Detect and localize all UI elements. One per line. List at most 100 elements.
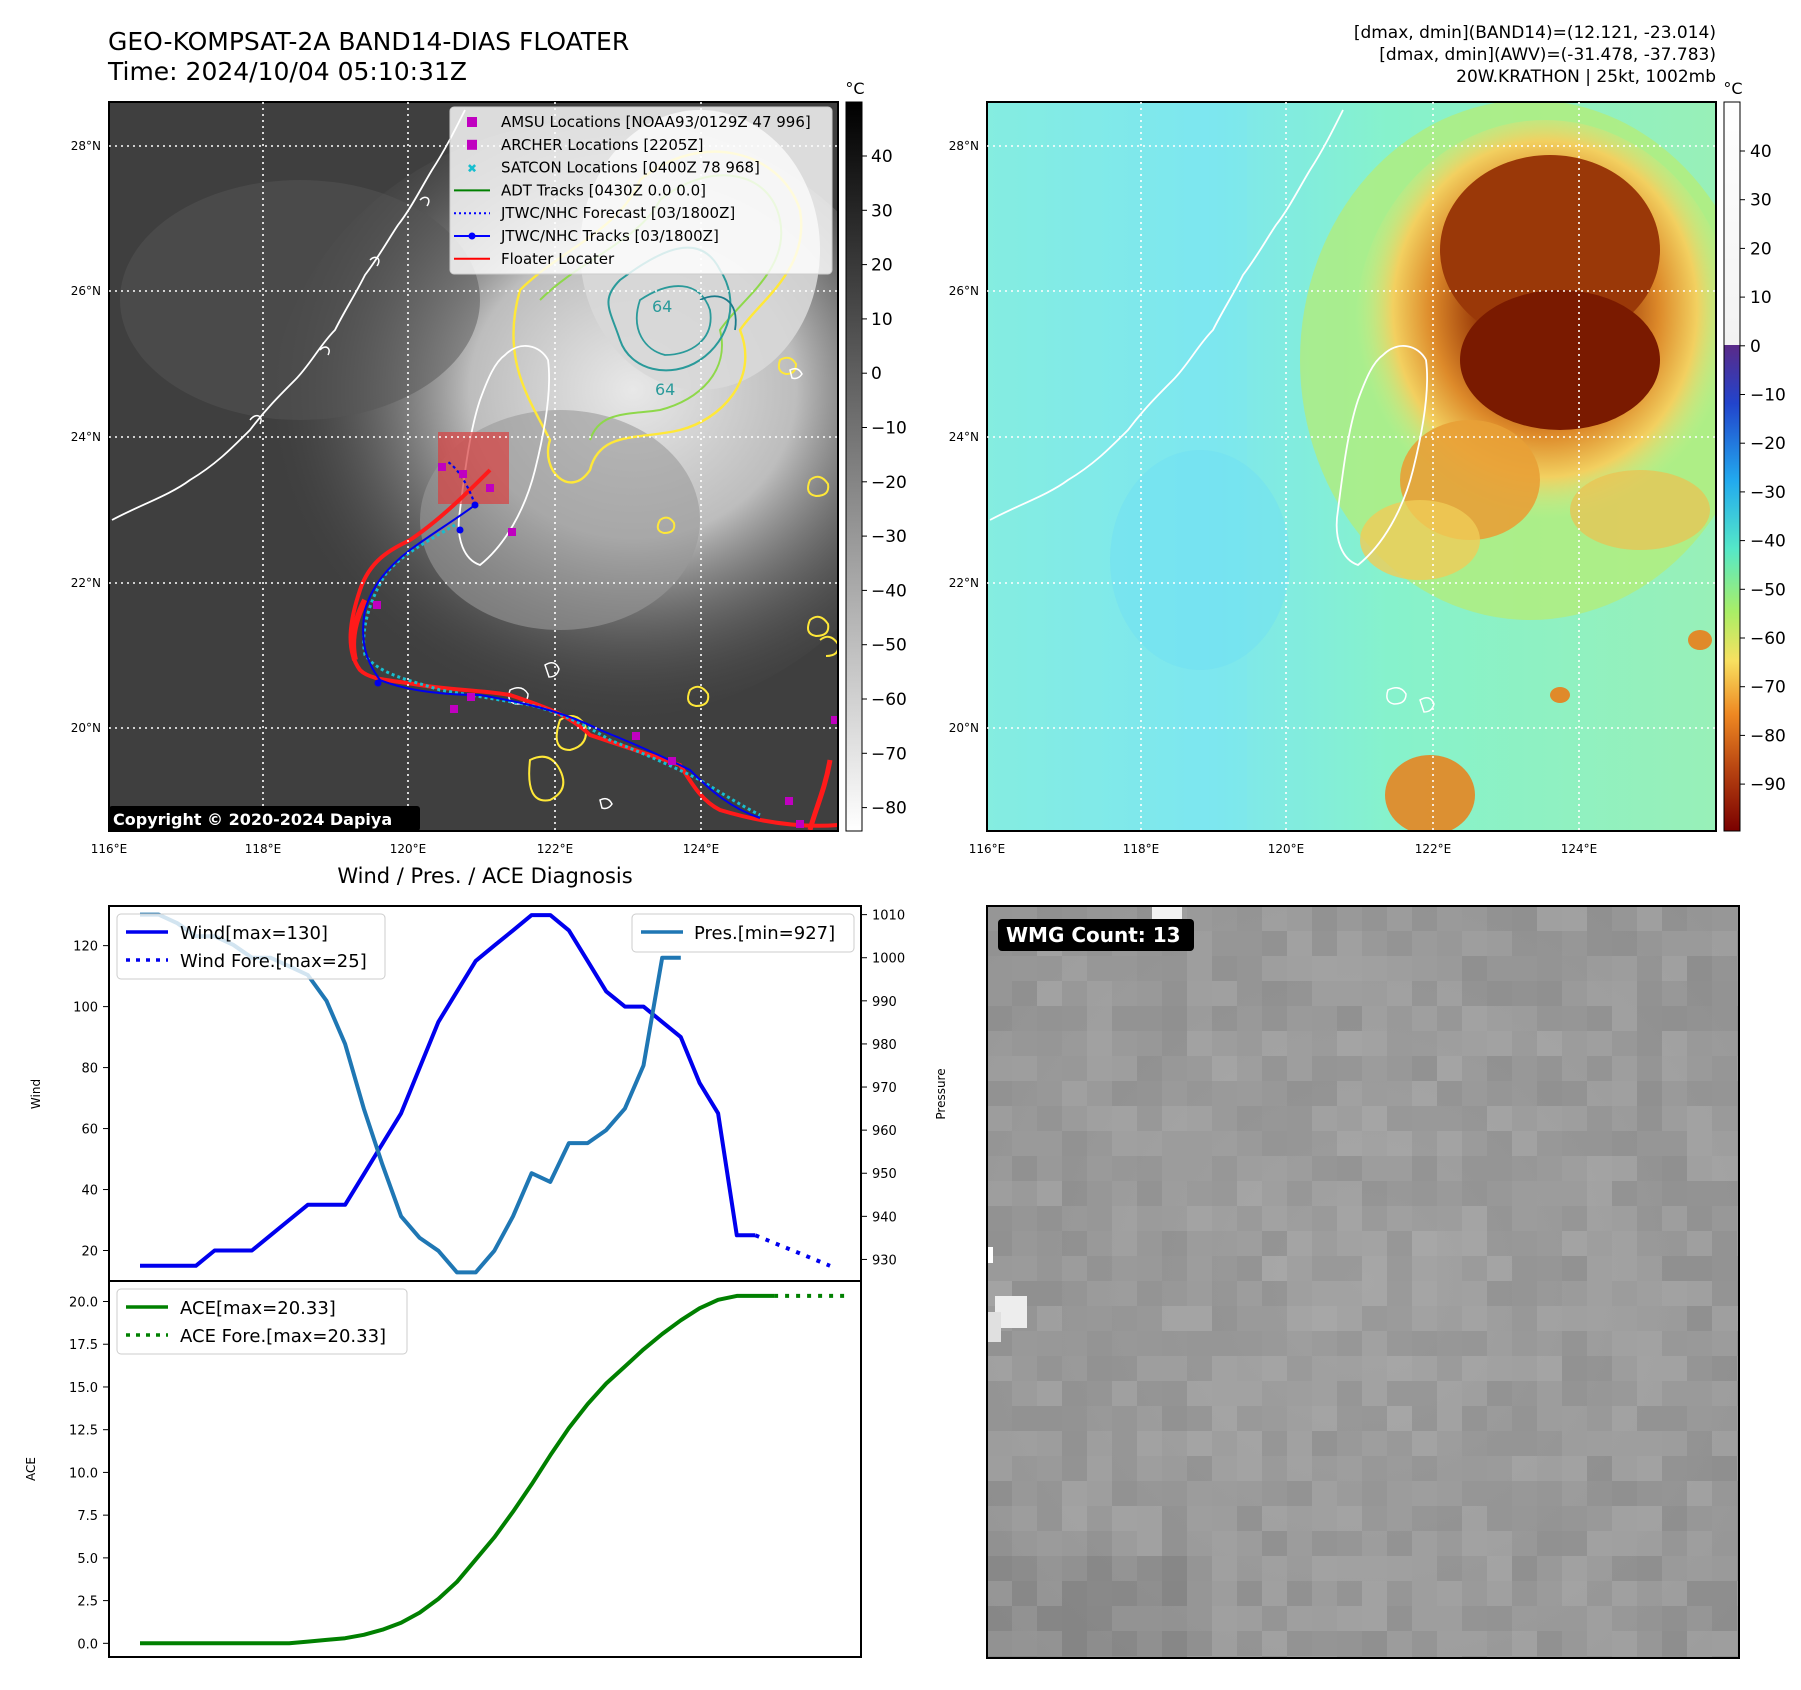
- colorbar-tick-label: −80: [871, 799, 907, 819]
- wmg-pixel: [1437, 1281, 1462, 1306]
- axis-tick-label: 10.0: [69, 1466, 98, 1481]
- wmg-pixel: [1287, 1506, 1312, 1531]
- wmg-pixel: [1412, 1031, 1437, 1056]
- wmg-pixel: [987, 1506, 1012, 1531]
- wmg-pixel: [1212, 1606, 1237, 1631]
- wmg-pixel: [1087, 1581, 1112, 1606]
- axis-tick-label: 1000: [872, 952, 905, 967]
- wmg-pixel: [1012, 1431, 1037, 1456]
- wmg-pixel: [1662, 1156, 1687, 1181]
- colorbar-tick-label: −40: [871, 581, 907, 601]
- wind-panel-title: Wind / Pres. / ACE Diagnosis: [337, 864, 632, 888]
- wmg-pixel: [1537, 981, 1562, 1006]
- wmg-pixel: [1437, 1406, 1462, 1431]
- wmg-pixel: [1387, 1206, 1412, 1231]
- wmg-pixel: [1512, 1156, 1537, 1181]
- legend-label: ADT Tracks [0430Z 0.0 0.0]: [501, 181, 706, 199]
- wmg-pixel: [1187, 1031, 1212, 1056]
- wmg-pixel: [1387, 1456, 1412, 1481]
- wmg-pixel: [1262, 1156, 1287, 1181]
- wmg-pixel: [1062, 1206, 1087, 1231]
- wmg-pixel: [1037, 1131, 1062, 1156]
- wmg-pixel: [1137, 1231, 1162, 1256]
- wmg-pixel: [1237, 1281, 1262, 1306]
- wmg-pixel: [1712, 1056, 1737, 1081]
- wmg-pixel: [1362, 1156, 1387, 1181]
- wmg-pixel: [1512, 931, 1537, 956]
- figure-time: Time: 2024/10/04 05:10:31Z: [107, 57, 467, 86]
- wmg-pixel: [1562, 1206, 1587, 1231]
- wmg-pixel: [1312, 1131, 1337, 1156]
- wmg-pixel: [1362, 1206, 1387, 1231]
- wmg-pixel: [1212, 1381, 1237, 1406]
- wmg-pixel: [1037, 1281, 1062, 1306]
- wmg-pixel: [1062, 1506, 1087, 1531]
- wmg-pixel: [1412, 1431, 1437, 1456]
- wmg-pixel: [1712, 1556, 1737, 1581]
- wmg-pixel: [1637, 1606, 1662, 1631]
- wmg-pixel: [1612, 1131, 1637, 1156]
- wmg-pixel: [1387, 1331, 1412, 1356]
- wmg-pixel: [1337, 1606, 1362, 1631]
- wmg-pixel: [1587, 1356, 1612, 1381]
- wmg-pixel: [1162, 1531, 1187, 1556]
- wmg-pixel: [1112, 1456, 1137, 1481]
- axis-tick-label: 0.0: [77, 1637, 98, 1652]
- wmg-pixel: [1512, 1531, 1537, 1556]
- axis-tick-label: 980: [872, 1038, 897, 1053]
- wmg-pixel: [1462, 981, 1487, 1006]
- wmg-pixel: [1012, 1131, 1037, 1156]
- wmg-pixel: [1162, 1581, 1187, 1606]
- wmg-pixel: [1337, 906, 1362, 931]
- wmg-pixel: [1087, 1006, 1112, 1031]
- wmg-pixel: [1612, 1231, 1637, 1256]
- wmg-pixel: [1237, 1531, 1262, 1556]
- wmg-pixel: [1137, 1031, 1162, 1056]
- wmg-pixel: [1162, 1481, 1187, 1506]
- wmg-pixel: [1337, 1281, 1362, 1306]
- wmg-pixel: [1562, 1481, 1587, 1506]
- wmg-pixel: [1537, 1331, 1562, 1356]
- left-colorbar: °C 40 30 20 10 0 −10 −20 −30 −40 −50 −60 −70 −80: [845, 79, 907, 832]
- wmg-pixel: [1337, 1056, 1362, 1081]
- wmg-pixel: [1187, 1581, 1212, 1606]
- wmg-pixel: [1487, 1106, 1512, 1131]
- wmg-pixel: [1712, 1431, 1737, 1456]
- wmg-pixel: [1087, 1281, 1112, 1306]
- wmg-pixel: [1062, 1331, 1087, 1356]
- wmg-pixel: [1237, 1231, 1262, 1256]
- wmg-pixel: [1312, 1406, 1337, 1431]
- wmg-pixel: [1362, 931, 1387, 956]
- wmg-pixel: [1237, 1456, 1262, 1481]
- wmg-pixel: [1062, 1256, 1087, 1281]
- wmg-pixel: [1412, 1081, 1437, 1106]
- legend-marker: [467, 139, 477, 150]
- wmg-pixel: [1037, 1331, 1062, 1356]
- wmg-pixel: [1112, 1506, 1137, 1531]
- wmg-pixel: [1712, 1206, 1737, 1231]
- wmg-pixel: [1462, 1406, 1487, 1431]
- wmg-pixel: [1637, 1481, 1662, 1506]
- wmg-pixel: [1462, 1606, 1487, 1631]
- wmg-pixel: [1187, 1481, 1212, 1506]
- wmg-pixel: [1412, 1406, 1437, 1431]
- wmg-pixel: [1337, 1556, 1362, 1581]
- wmg-pixel: [987, 1031, 1012, 1056]
- legend-label: AMSU Locations [NOAA93/0129Z 47 996]: [501, 113, 811, 131]
- wmg-pixel: [1512, 1231, 1537, 1256]
- wmg-pixel: [1012, 1531, 1037, 1556]
- wmg-pixel: [1387, 1131, 1412, 1156]
- wmg-pixel: [1537, 1106, 1562, 1131]
- wmg-pixel: [1437, 931, 1462, 956]
- wmg-pixel: [1212, 956, 1237, 981]
- wmg-pixel: [1162, 956, 1187, 981]
- info-storm: 20W.KRATHON | 25kt, 1002mb: [1456, 67, 1716, 87]
- wmg-pixel: [1087, 1631, 1112, 1656]
- wmg-pixel: [1487, 1506, 1512, 1531]
- legend-label: Floater Locater: [501, 250, 615, 268]
- wmg-pixel: [1337, 1181, 1362, 1206]
- wmg-pixel: [1562, 981, 1587, 1006]
- lat-tick-label: 26°N: [71, 284, 101, 298]
- wmg-pixel: [1387, 1631, 1412, 1656]
- wmg-pixel: [1412, 1006, 1437, 1031]
